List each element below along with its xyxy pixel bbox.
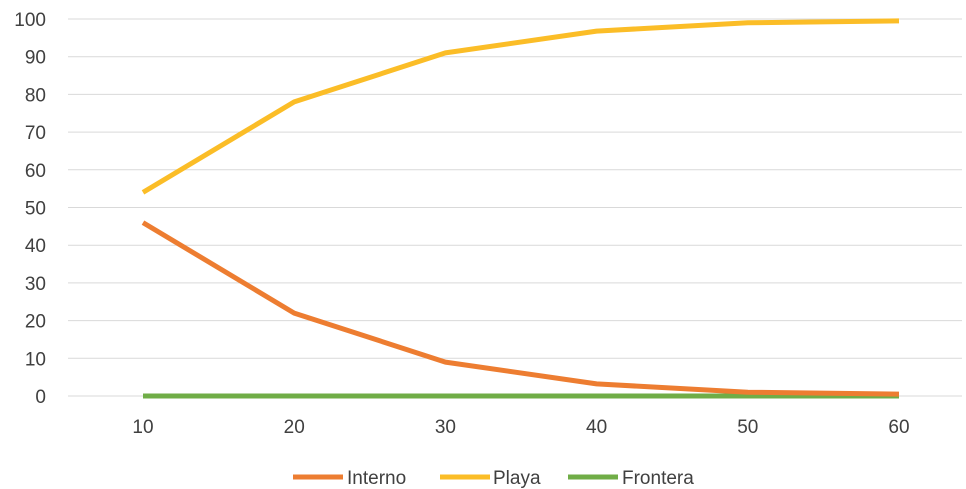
y-tick-label-30: 30 (25, 274, 46, 295)
legend-label-frontera: Frontera (622, 468, 694, 489)
y-tick-label-70: 70 (25, 123, 46, 144)
y-tick-label-50: 50 (25, 199, 46, 220)
y-axis-tick-labels: 0 10 20 30 40 50 60 70 80 90 100 (14, 10, 46, 408)
series-line-interno (141, 220, 900, 397)
x-tick-label-10: 10 (132, 417, 153, 438)
x-tick-label-30: 30 (435, 417, 456, 438)
y-tick-label-10: 10 (25, 349, 46, 370)
legend: Interno Playa Frontera (293, 468, 694, 489)
x-tick-label-20: 20 (284, 417, 305, 438)
y-tick-label-100: 100 (14, 10, 46, 31)
y-tick-label-90: 90 (25, 48, 46, 69)
series-lines (141, 18, 900, 399)
x-axis-tick-labels: 10 20 30 40 50 60 (132, 417, 909, 438)
legend-label-playa: Playa (493, 468, 541, 489)
y-tick-label-20: 20 (25, 312, 46, 333)
x-tick-label-50: 50 (737, 417, 758, 438)
y-tick-label-40: 40 (25, 236, 46, 257)
y-tick-label-80: 80 (25, 85, 46, 106)
x-tick-label-60: 60 (888, 417, 909, 438)
y-tick-label-60: 60 (25, 161, 46, 182)
x-tick-label-40: 40 (586, 417, 607, 438)
gridlines (68, 18, 962, 397)
series-line-playa (141, 18, 900, 195)
legend-label-interno: Interno (347, 468, 406, 489)
y-tick-label-0: 0 (35, 387, 46, 408)
